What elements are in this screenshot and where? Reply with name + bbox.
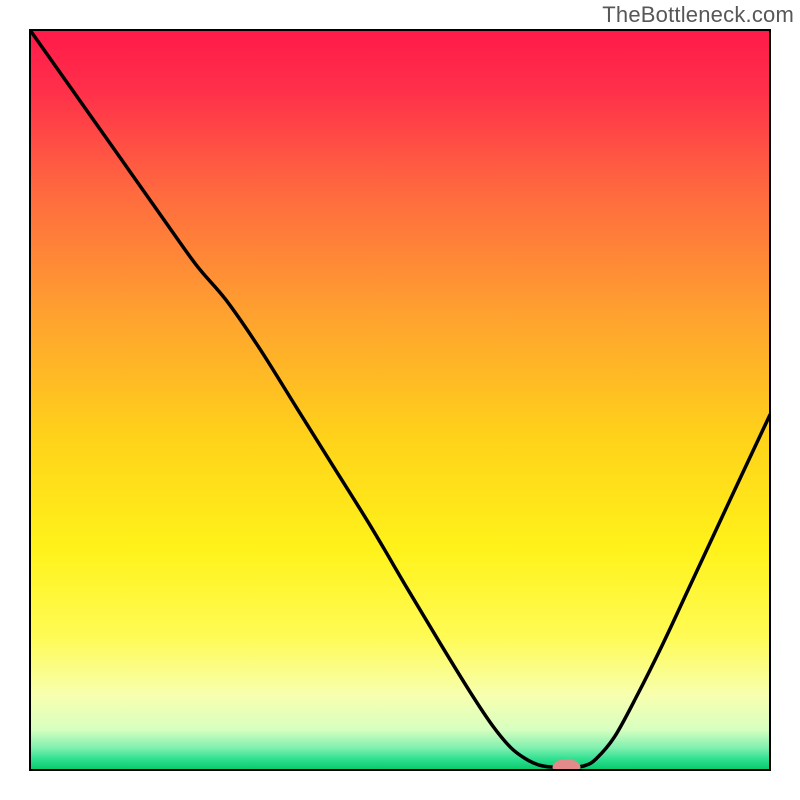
chart-root: TheBottleneck.com (0, 0, 800, 800)
watermark-text: TheBottleneck.com (602, 2, 794, 28)
bottleneck-chart (0, 0, 800, 800)
optimum-marker (553, 759, 581, 775)
plot-background-gradient (30, 30, 770, 770)
